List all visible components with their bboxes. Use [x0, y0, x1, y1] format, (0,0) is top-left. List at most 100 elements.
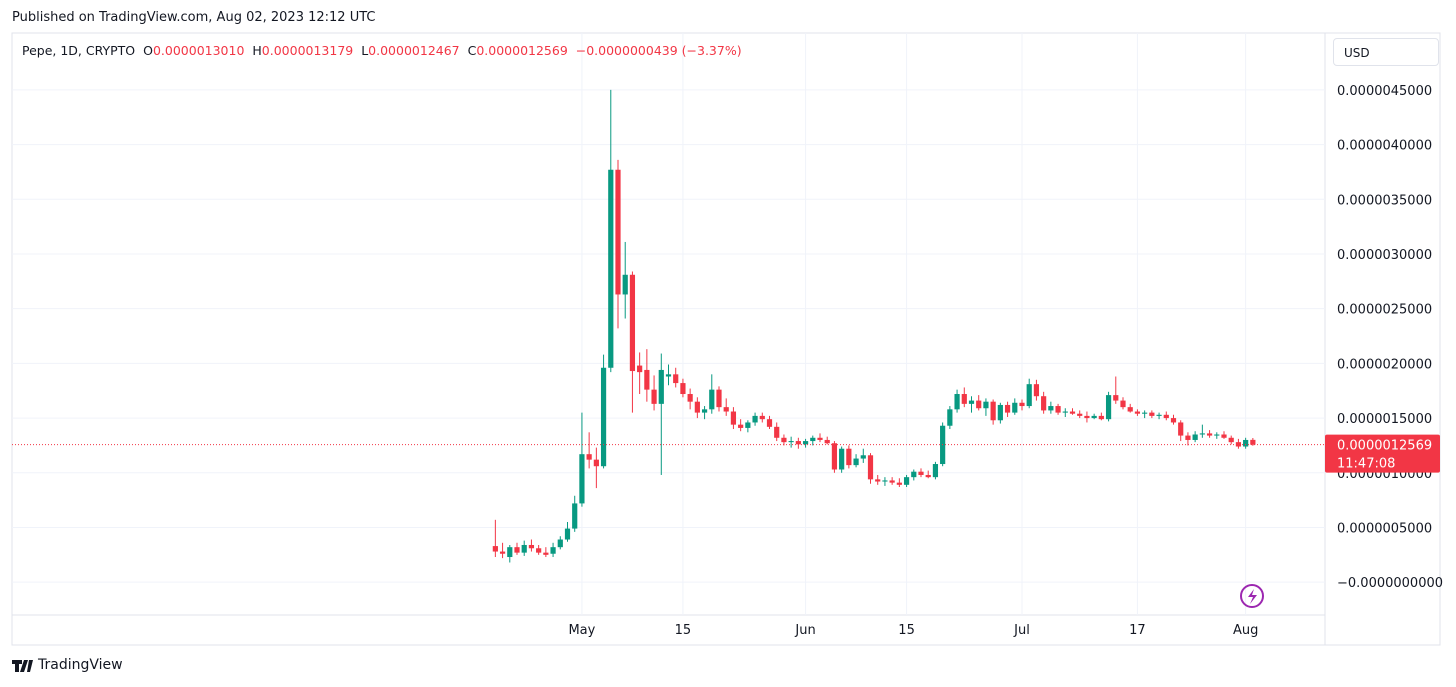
candle-body: [1113, 395, 1119, 401]
candle-body: [637, 365, 643, 373]
symbol: Pepe, 1D, CRYPTO: [22, 43, 136, 58]
candle-body: [788, 441, 794, 443]
countdown: 11:47:08: [1337, 457, 1395, 472]
candle-body: [694, 401, 700, 413]
x-tick-label: 15: [898, 623, 915, 638]
close-label: C: [467, 43, 477, 58]
close-value: 0.0000012569: [476, 43, 568, 58]
candle-body: [759, 415, 765, 420]
candle-body: [528, 544, 535, 549]
candle-body: [1077, 413, 1083, 416]
open-label: O: [143, 43, 153, 58]
candle-body: [911, 471, 917, 478]
x-tick-label: Jun: [794, 623, 815, 638]
x-tick-label: 15: [675, 623, 692, 638]
candle-body: [947, 409, 953, 426]
candle-body: [1091, 415, 1097, 419]
candle-body: [1012, 402, 1018, 413]
candle-body: [824, 439, 830, 444]
candle-body: [839, 448, 845, 470]
candle-body: [1250, 439, 1256, 445]
candle-body: [1105, 395, 1112, 420]
candle-body: [817, 437, 823, 440]
candle-body: [1199, 433, 1205, 435]
candle-body: [1062, 411, 1068, 413]
candle-body: [730, 411, 737, 425]
candle-body: [1243, 439, 1249, 447]
candle-body: [1214, 434, 1220, 436]
candle-body: [1142, 412, 1148, 414]
published-note: Published on TradingView.com, Aug 02, 20…: [12, 10, 376, 25]
candle-body: [968, 400, 975, 404]
candle-body: [608, 169, 614, 368]
candle-body: [954, 394, 960, 410]
change: −0.0000000439 (−3.37%): [575, 43, 742, 58]
candle-body: [774, 426, 780, 438]
candle-body: [1192, 434, 1198, 440]
candle-body: [709, 389, 715, 410]
candle-body: [593, 459, 599, 467]
candle-body: [1206, 433, 1213, 436]
candle-body: [658, 369, 664, 404]
candle-body: [1026, 384, 1032, 407]
candle-body: [860, 455, 866, 459]
candle-body: [507, 547, 513, 558]
candle-body: [572, 503, 578, 529]
candle-body: [1134, 411, 1141, 414]
y-tick-label: 0.0000005000: [1337, 521, 1432, 536]
candle-body: [846, 448, 852, 466]
candle-body: [680, 383, 686, 395]
candle-body: [802, 441, 809, 445]
candle-body: [543, 552, 549, 555]
x-tick-label: Jul: [1013, 623, 1030, 638]
candle-body: [1033, 384, 1040, 397]
x-tick-label: 17: [1129, 623, 1146, 638]
candle-body: [1120, 400, 1126, 408]
candle-body: [622, 274, 628, 295]
candle-body: [795, 441, 801, 445]
candle-body: [514, 547, 520, 553]
candle-body: [1084, 415, 1090, 419]
candle-body: [1156, 414, 1162, 416]
candle-body: [1185, 435, 1191, 440]
y-tick-label: 0.0000025000: [1337, 303, 1432, 318]
candle-body: [918, 471, 924, 475]
candle-body: [1048, 406, 1054, 411]
y-tick-label: −0.0000000000: [1337, 576, 1443, 591]
brand: TradingView: [38, 657, 123, 673]
candle-body: [896, 482, 902, 485]
low-value: 0.0000012467: [368, 43, 460, 58]
candle-body: [1149, 412, 1155, 416]
y-tick-label: 0.0000020000: [1337, 357, 1432, 372]
price-tag: [1325, 434, 1440, 473]
high-value: 0.0000013179: [261, 43, 354, 58]
candle-body: [889, 480, 895, 483]
candle-body: [564, 528, 571, 540]
candle-body: [997, 404, 1003, 421]
open-value: 0.0000013010: [152, 43, 245, 58]
candle-body: [1019, 402, 1025, 407]
candle-body: [925, 474, 931, 478]
candle-body: [1127, 407, 1133, 412]
candle-body: [651, 389, 657, 404]
candle-body: [766, 419, 773, 427]
candle-body: [665, 374, 672, 377]
low-label: L: [361, 43, 369, 58]
candle-body: [615, 169, 621, 295]
currency-button[interactable]: USD: [1333, 38, 1439, 66]
candle-body: [521, 544, 527, 553]
y-tick-label: 0.0000030000: [1337, 248, 1432, 263]
candle-body: [1163, 414, 1169, 419]
candle-body: [903, 477, 910, 485]
candle-body: [831, 443, 838, 470]
candle-body: [629, 274, 636, 372]
chart-frame: [11, 32, 1441, 646]
x-tick-label: Aug: [1233, 623, 1258, 638]
price-tag-value: 0.0000012569: [1337, 439, 1432, 454]
candle-body: [976, 400, 982, 409]
candle-body: [752, 415, 758, 423]
candle-body: [687, 394, 693, 402]
candle-body: [961, 394, 967, 404]
alert-icon[interactable]: [1240, 584, 1264, 608]
